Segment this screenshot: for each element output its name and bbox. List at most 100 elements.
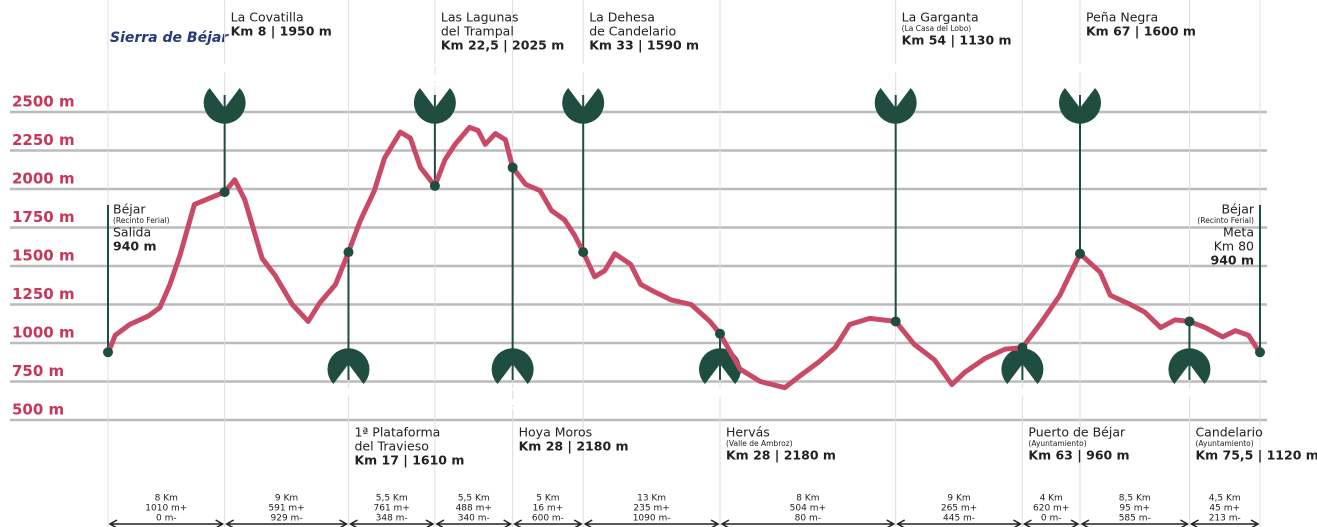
checkpoint-label: 1ª Plataforma bbox=[354, 425, 440, 440]
checkpoint-label: Km 67 | 1600 m bbox=[1086, 24, 1196, 39]
pin bbox=[327, 348, 370, 384]
y-tick-label: 1500 m bbox=[12, 247, 75, 265]
grid bbox=[10, 110, 1267, 422]
segment-label: 45 m+ bbox=[1209, 504, 1240, 514]
fork bbox=[339, 388, 350, 409]
checkpoint-label: Béjar bbox=[1221, 202, 1254, 217]
pin bbox=[874, 88, 917, 124]
fork bbox=[1071, 64, 1081, 85]
knife bbox=[353, 383, 359, 409]
checkpoint-label: Km 28 | 2180 m bbox=[519, 439, 629, 454]
segment-label: 620 m+ bbox=[1033, 504, 1069, 514]
segment-label: 4,5 Km bbox=[1209, 494, 1241, 504]
y-tick-label: 1000 m bbox=[12, 324, 75, 342]
checkpoint-marker bbox=[1075, 248, 1085, 259]
checkpoint-icon bbox=[491, 348, 534, 410]
checkpoint-label: La Covatilla bbox=[231, 10, 304, 25]
segment-label: 504 m+ bbox=[790, 504, 826, 514]
segment-label: 5,5 Km bbox=[376, 494, 408, 504]
checkpoint-label: La Dehesa bbox=[589, 10, 655, 25]
checkpoint-label: Béjar bbox=[113, 202, 146, 217]
checkpoint-label: Hoya Moros bbox=[519, 425, 593, 440]
segment-label: 8 Km bbox=[796, 494, 819, 504]
segment-label: 213 m- bbox=[1209, 514, 1241, 524]
checkpoint-marker bbox=[715, 328, 725, 339]
pin bbox=[1059, 88, 1101, 124]
checkpoint-label: Km 28 | 2180 m bbox=[726, 448, 836, 463]
segment-label: 1090 m- bbox=[633, 514, 671, 524]
segment-label: 95 m+ bbox=[1119, 504, 1150, 514]
knife bbox=[229, 59, 236, 85]
fork bbox=[886, 64, 897, 85]
cup bbox=[425, 63, 445, 86]
segment-label: 13 Km bbox=[637, 494, 666, 504]
checkpoint-label: Salida bbox=[113, 225, 151, 240]
fork bbox=[215, 64, 226, 85]
segment-label: 600 m- bbox=[532, 514, 564, 524]
segment-label: 0 m- bbox=[1041, 514, 1062, 524]
checkpoint-marker bbox=[507, 162, 518, 173]
checkpoint-icon bbox=[874, 59, 917, 124]
checkpoint-label: Meta bbox=[1223, 225, 1254, 240]
checkpoint-marker bbox=[103, 347, 113, 358]
segment-label: 0 m- bbox=[156, 514, 177, 524]
checkpoint-label: Km 75,5 | 1120 m bbox=[1195, 448, 1317, 463]
y-tick-label: 2000 m bbox=[12, 170, 75, 188]
checkpoint-marker bbox=[219, 187, 230, 198]
checkpoint-label: Km 63 | 960 m bbox=[1028, 448, 1129, 463]
segment-label: 265 m+ bbox=[941, 504, 977, 514]
segment-label: 4 Km bbox=[1040, 494, 1063, 504]
segment-label: 1010 m+ bbox=[145, 504, 187, 514]
checkpoint-icon bbox=[1168, 348, 1211, 409]
checkpoint-icon bbox=[327, 348, 370, 409]
checkpoint-label: del Trampal bbox=[441, 24, 514, 39]
segment-label: 8 Km bbox=[155, 494, 178, 504]
checkpoint-label: de Candelario bbox=[589, 24, 676, 39]
knife bbox=[1084, 59, 1091, 85]
segment-label: 585 m- bbox=[1119, 514, 1151, 524]
checkpoint-label: (Recinto Ferial) bbox=[113, 216, 170, 225]
y-tick-label: 2250 m bbox=[12, 131, 75, 149]
checkpoint-icon bbox=[1001, 348, 1044, 409]
checkpoint-icon bbox=[203, 59, 246, 124]
y-tick-label: 750 m bbox=[12, 362, 64, 380]
pin bbox=[562, 88, 605, 124]
checkpoint-icon bbox=[413, 63, 456, 124]
segment-label: 340 m- bbox=[458, 514, 490, 524]
fork bbox=[574, 64, 585, 85]
segment-label: 235 m+ bbox=[633, 504, 669, 514]
checkpoint-label: (Ayuntamiento) bbox=[1195, 439, 1253, 448]
checkpoint-icon bbox=[1059, 59, 1101, 124]
fork bbox=[1013, 388, 1024, 409]
checkpoint-marker bbox=[343, 247, 354, 258]
fork bbox=[711, 388, 721, 409]
pin bbox=[1001, 348, 1044, 384]
checkpoint-label: Km 8 | 1950 m bbox=[231, 24, 332, 39]
checkpoint-label: del Travieso bbox=[354, 439, 428, 454]
segment-label: 591 m+ bbox=[268, 504, 304, 514]
checkpoint-marker bbox=[1255, 347, 1265, 358]
checkpoint-label: Km 22,5 | 2025 m bbox=[441, 38, 564, 53]
segment-label: 9 Km bbox=[947, 494, 970, 504]
knife bbox=[724, 383, 731, 409]
knife bbox=[587, 59, 594, 85]
pin bbox=[203, 88, 246, 124]
segment-label: 445 m- bbox=[943, 514, 975, 524]
checkpoint-label: Km 80 bbox=[1214, 239, 1254, 254]
checkpoint-label: 940 m bbox=[1211, 253, 1254, 268]
profile-line bbox=[105, 124, 1263, 391]
checkpoint-marker bbox=[429, 180, 440, 191]
cup bbox=[503, 387, 523, 410]
checkpoint-icon bbox=[562, 59, 605, 124]
checkpoint-label: Km 33 | 1590 m bbox=[589, 38, 699, 53]
checkpoint-label: Las Lagunas bbox=[441, 10, 519, 25]
knife bbox=[1027, 383, 1033, 409]
checkpoint-marker bbox=[578, 247, 589, 258]
segment-label: 5 Km bbox=[536, 494, 559, 504]
pin bbox=[413, 88, 456, 124]
segment-label: 9 Km bbox=[275, 494, 298, 504]
checkpoint-label: (Ayuntamiento) bbox=[1028, 439, 1086, 448]
checkpoint-marker bbox=[1184, 316, 1195, 327]
segment-label: 80 m- bbox=[795, 514, 821, 524]
